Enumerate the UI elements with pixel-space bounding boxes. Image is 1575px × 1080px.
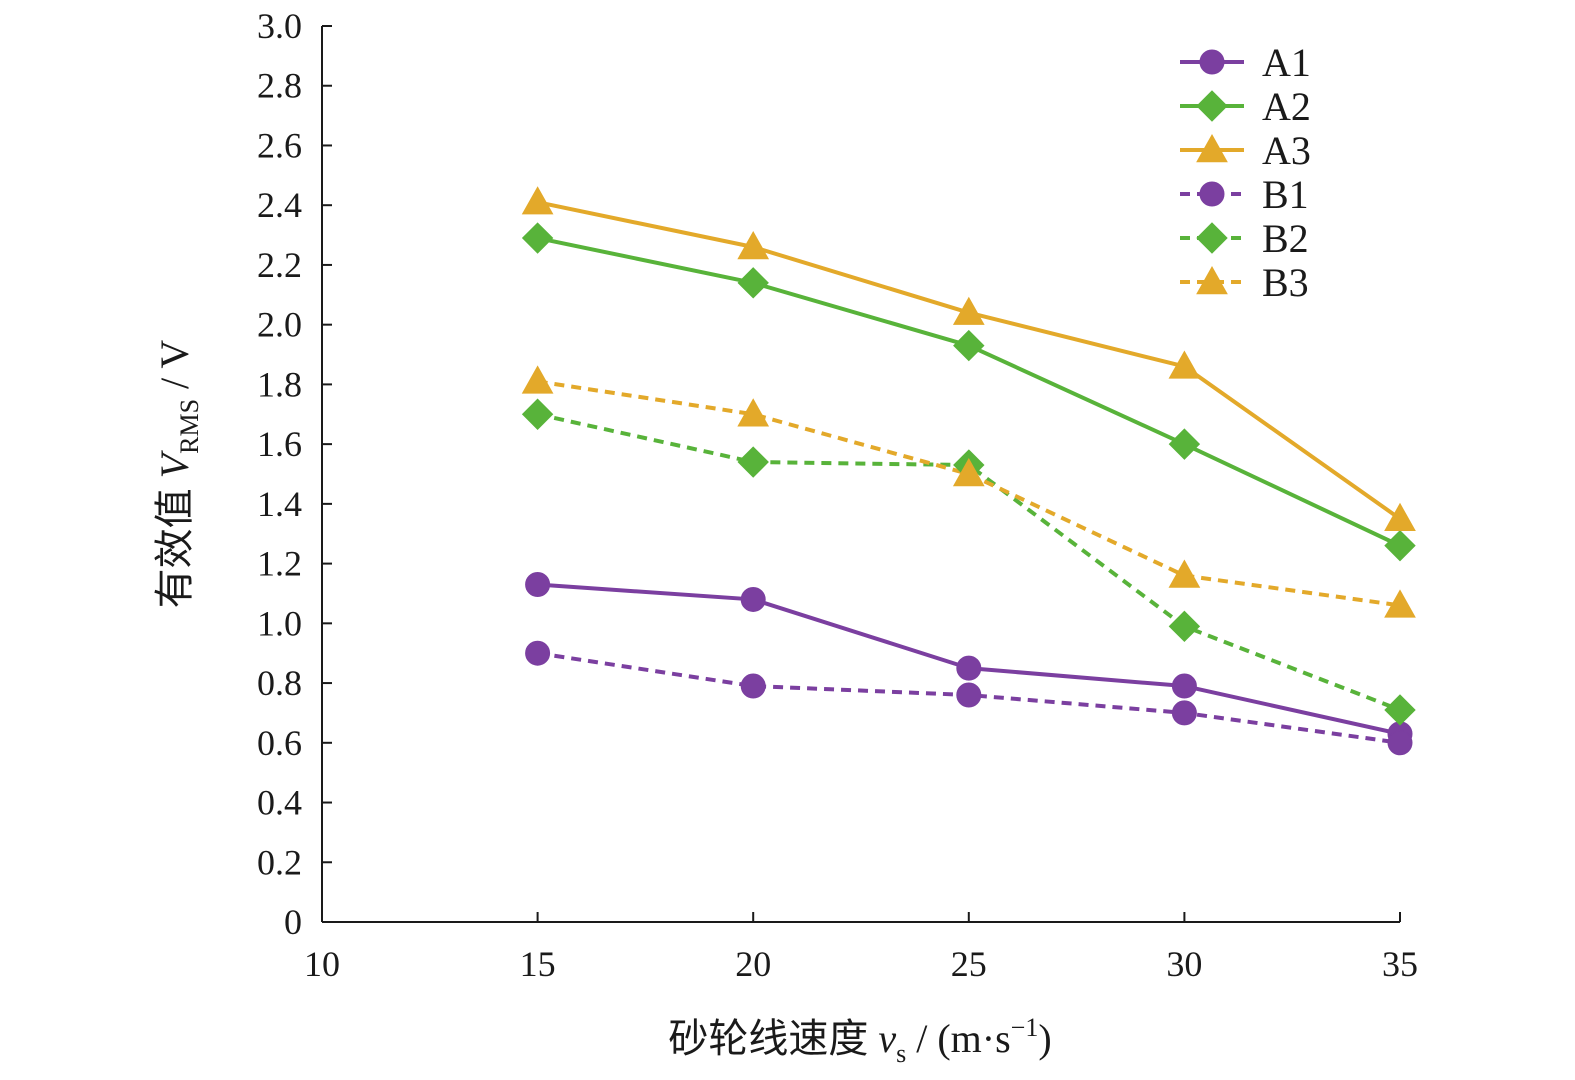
data-point-b3 xyxy=(521,365,554,394)
x-axis-title-prefix: 砂轮线速度 xyxy=(668,1016,878,1061)
y-tick-label: 2.8 xyxy=(257,66,302,106)
legend-item-a2: A2 xyxy=(1180,84,1311,129)
y-tick-label: 1.6 xyxy=(257,424,302,464)
y-tick-label: 1.0 xyxy=(257,603,302,643)
y-tick-label: 0.2 xyxy=(257,842,302,882)
y-axis-ticks: 0 0.2 0.4 0.6 0.8 1.0 1.2 1.4 1.6 1.8 2.0 2.2 2.4 2.6… xyxy=(257,6,332,942)
x-tick-label: 10 xyxy=(304,944,340,984)
y-axis-title: 有效值 VRMS / V xyxy=(152,340,204,609)
y-axis-title-suffix: / V xyxy=(152,340,197,399)
legend-marker-a2 xyxy=(1196,90,1228,122)
data-point-a1 xyxy=(740,586,766,612)
data-point-a3 xyxy=(1384,502,1416,531)
x-tick-label: 35 xyxy=(1382,944,1418,984)
data-point-b2 xyxy=(737,446,769,478)
data-point-b1 xyxy=(525,640,551,666)
legend-item-b3: B3 xyxy=(1180,260,1309,305)
x-tick-label: 30 xyxy=(1166,944,1202,984)
legend-label-b2: B2 xyxy=(1262,216,1309,261)
data-point-b3 xyxy=(952,457,985,487)
x-tick-label: 15 xyxy=(520,944,556,984)
data-point-a2 xyxy=(1168,428,1201,460)
y-tick-label: 2.4 xyxy=(257,185,302,225)
y-tick-label: 0.6 xyxy=(257,723,302,763)
legend-marker-b1 xyxy=(1199,181,1225,207)
y-tick-label: 1.4 xyxy=(257,484,302,524)
legend-marker-a3 xyxy=(1196,133,1228,163)
legend-label-a1: A1 xyxy=(1262,40,1311,85)
legend-item-a3: A3 xyxy=(1180,128,1311,173)
legend-marker-a1 xyxy=(1199,49,1225,75)
data-point-a1 xyxy=(525,572,551,598)
data-point-a2 xyxy=(1384,529,1416,562)
y-tick-label: 0 xyxy=(284,902,302,942)
data-point-b1 xyxy=(1171,700,1197,726)
data-point-a2 xyxy=(953,329,985,362)
x-axis-ticks: 10 15 20 25 30 35 xyxy=(304,912,1418,984)
plot-area: 0 0.2 0.4 0.6 0.8 1.0 1.2 1.4 1.6 1.8 2.0 2.2 2.4 2.6… xyxy=(257,6,1418,984)
x-axis-title-sup: −1 xyxy=(1011,1013,1039,1042)
data-point-b2 xyxy=(1168,610,1201,643)
y-axis-title-var: V xyxy=(152,449,197,478)
data-point-b3 xyxy=(1384,589,1416,618)
data-point-b1 xyxy=(956,682,982,708)
series-line-b3 xyxy=(537,379,1401,608)
x-tick-label: 25 xyxy=(951,944,987,984)
legend-label-a3: A3 xyxy=(1262,128,1311,173)
data-point-b1 xyxy=(1387,730,1413,756)
data-point-a3 xyxy=(1168,350,1201,379)
series-line-b2 xyxy=(537,412,1401,712)
data-point-a1 xyxy=(1171,673,1197,699)
y-tick-label: 0.8 xyxy=(257,663,302,703)
data-point-a3 xyxy=(952,296,985,325)
x-axis-title-sub: s xyxy=(896,1039,906,1068)
y-tick-label: 1.8 xyxy=(257,364,302,404)
data-point-a3 xyxy=(521,186,554,215)
legend-label-b3: B3 xyxy=(1262,260,1309,305)
y-tick-label: 2.0 xyxy=(257,305,302,345)
legend-item-b1: B1 xyxy=(1180,172,1309,217)
y-tick-label: 3.0 xyxy=(257,6,302,46)
data-point-b2 xyxy=(1384,694,1416,726)
series-markers xyxy=(521,186,1416,756)
data-point-a2 xyxy=(737,267,769,299)
data-point-a1 xyxy=(956,655,982,681)
x-tick-label: 20 xyxy=(735,944,771,984)
legend-item-b2: B2 xyxy=(1180,216,1309,261)
legend-label-b1: B1 xyxy=(1262,172,1309,217)
y-tick-label: 1.2 xyxy=(257,544,302,584)
y-tick-label: 2.2 xyxy=(257,245,302,285)
x-axis-title-suffix: / (m·s xyxy=(906,1016,1010,1061)
y-axis-title-sub: RMS xyxy=(175,399,204,454)
data-point-b1 xyxy=(740,673,766,699)
x-axis-title: 砂轮线速度 vs / (m·s−1) xyxy=(668,1013,1051,1068)
x-axis-title-close: ) xyxy=(1038,1016,1051,1061)
data-point-b2 xyxy=(521,398,554,430)
legend-item-a1: A1 xyxy=(1180,40,1311,85)
data-point-b3 xyxy=(737,398,770,427)
data-point-b3 xyxy=(1168,559,1201,588)
y-tick-label: 0.4 xyxy=(257,783,302,823)
data-point-a2 xyxy=(521,222,554,254)
legend-marker-b2 xyxy=(1196,222,1228,254)
legend-marker-b3 xyxy=(1196,265,1228,295)
legend-label-a2: A2 xyxy=(1262,84,1311,129)
y-axis-title-prefix: 有效值 xyxy=(152,478,197,608)
y-tick-label: 2.6 xyxy=(257,125,302,165)
x-axis-title-var: v xyxy=(878,1016,896,1061)
data-point-a3 xyxy=(737,230,770,260)
